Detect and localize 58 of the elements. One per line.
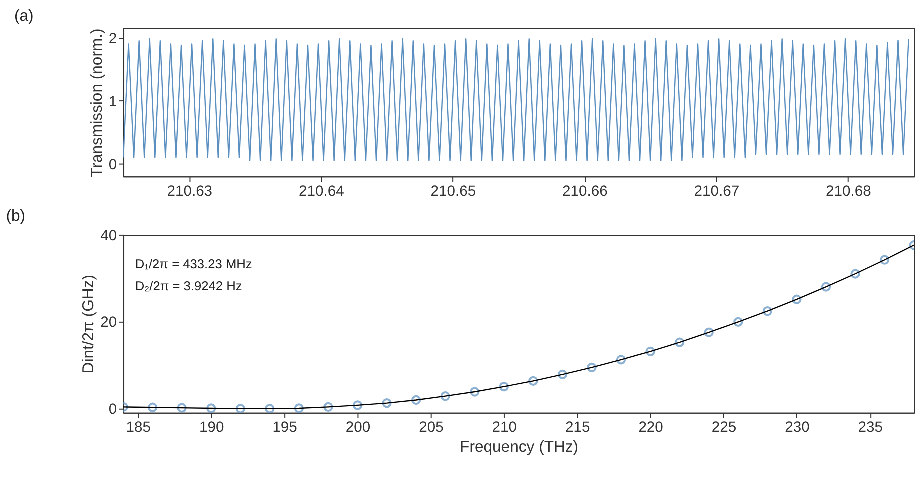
x-tick-label: 190 [199, 420, 224, 436]
point [148, 402, 158, 412]
x-tick-label: 195 [272, 420, 298, 436]
line-series [124, 244, 914, 410]
point [470, 387, 480, 397]
x-tick-label: 215 [565, 420, 590, 436]
y-tick-label: 0 [108, 157, 118, 174]
x-tick-label: 220 [638, 420, 664, 436]
x-tick-label: 185 [126, 420, 152, 436]
annotation: D₂/2π = 3.9242 Hz [135, 278, 242, 294]
point [265, 404, 275, 413]
x-tick-label: 210.66 [562, 184, 608, 200]
x-tick-label: 210.64 [299, 184, 344, 200]
annotation: D₁/2π = 433.23 MHz [135, 256, 252, 272]
point [324, 402, 334, 412]
point [734, 317, 744, 327]
x-tick-label: 210.68 [826, 184, 872, 200]
point [206, 404, 216, 413]
point [792, 294, 802, 304]
point [850, 269, 860, 279]
point [646, 346, 656, 356]
y-axis-title: Dint/2π (GHz) [80, 275, 98, 374]
point [499, 382, 509, 392]
point [352, 400, 363, 410]
point [412, 395, 422, 406]
point [382, 398, 392, 408]
point [236, 404, 246, 413]
x-tick-label: 225 [712, 420, 737, 436]
y-tick-label: 1 [108, 94, 118, 110]
y-axis-title: Transmission (norm.) [88, 28, 106, 178]
x-tick-label: 210.63 [167, 184, 213, 200]
point [558, 370, 568, 380]
x-tick-label: 210.65 [430, 184, 476, 200]
chart-title: (b) [6, 208, 26, 226]
line-series [124, 38, 910, 162]
point [587, 362, 597, 373]
x-tick-label: 205 [419, 420, 444, 436]
point [675, 338, 685, 348]
point [762, 306, 772, 316]
x-tick-label: 235 [858, 420, 884, 436]
point [528, 376, 538, 386]
x-tick-label: 210.67 [694, 184, 740, 200]
x-tick-label: 210 [492, 420, 518, 436]
y-tick-label: 2 [108, 31, 118, 48]
y-tick-label: 0 [108, 402, 118, 418]
point [294, 404, 304, 413]
x-tick-label: 230 [785, 420, 810, 436]
point [177, 403, 187, 413]
x-tick-label: 200 [346, 420, 371, 436]
y-tick-label: 40 [100, 228, 118, 244]
point [616, 355, 626, 365]
point [704, 328, 714, 338]
point [880, 255, 890, 265]
chart-title: (a) [14, 8, 34, 26]
point [440, 392, 450, 402]
point [821, 282, 832, 292]
y-tick-label: 20 [100, 315, 118, 332]
x-axis-title: Frequency (THz) [460, 438, 579, 456]
